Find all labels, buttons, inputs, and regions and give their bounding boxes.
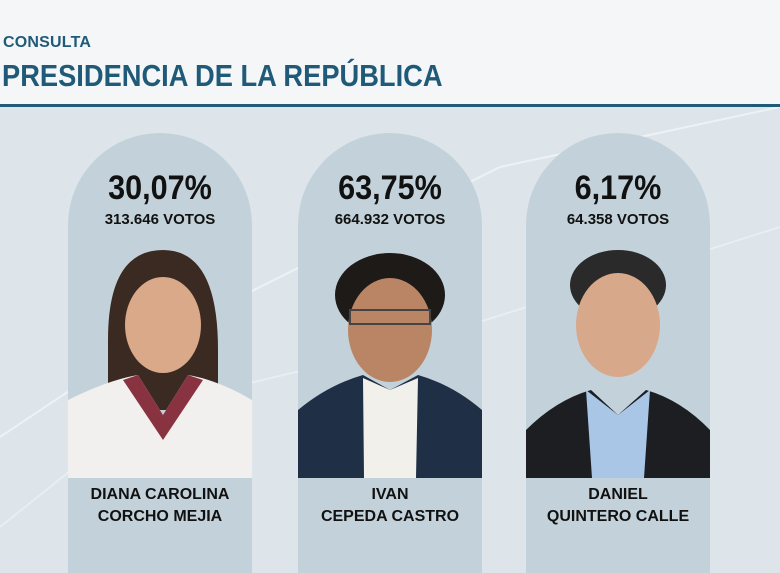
candidate-card: 30,07% 313.646 VOTOS DIANA CAROLINA CORC… <box>68 133 252 573</box>
vote-count: 64.358 VOTOS <box>566 211 670 228</box>
vote-percent: 30,07% <box>108 169 212 207</box>
name-line-1: IVAN <box>371 486 409 503</box>
name-line-2: CORCHO MEJIA <box>97 508 223 525</box>
candidate-photo <box>68 250 252 478</box>
candidate-name: DIANA CAROLINA CORCHO MEJIA <box>68 484 252 528</box>
name-line-2: CEPEDA CASTRO <box>320 508 460 525</box>
candidate-photo <box>526 250 710 478</box>
candidate-photo <box>298 253 482 478</box>
name-line-1: DANIEL <box>588 486 648 503</box>
candidate-card: 6,17% 64.358 VOTOS DANIEL QUINTERO CALLE <box>526 133 710 573</box>
candidate-card: 63,75% 664.932 VOTOS IVAN CEPEDA CASTRO <box>298 133 482 573</box>
vote-percent: 63,75% <box>338 169 442 207</box>
kicker: CONSULTA <box>3 34 92 51</box>
vote-count: 664.932 VOTOS <box>334 211 446 228</box>
name-line-2: QUINTERO CALLE <box>546 508 690 525</box>
candidate-name: DANIEL QUINTERO CALLE <box>526 484 710 528</box>
header: CONSULTA PRESIDENCIA DE LA REPÚBLICA <box>0 0 780 107</box>
candidate-name: IVAN CEPEDA CASTRO <box>298 484 482 528</box>
vote-percent: 6,17% <box>574 169 662 207</box>
vote-count: 313.646 VOTOS <box>104 211 216 228</box>
page-title: PRESIDENCIA DE LA REPÚBLICA <box>2 58 443 93</box>
name-line-1: DIANA CAROLINA <box>90 486 230 503</box>
